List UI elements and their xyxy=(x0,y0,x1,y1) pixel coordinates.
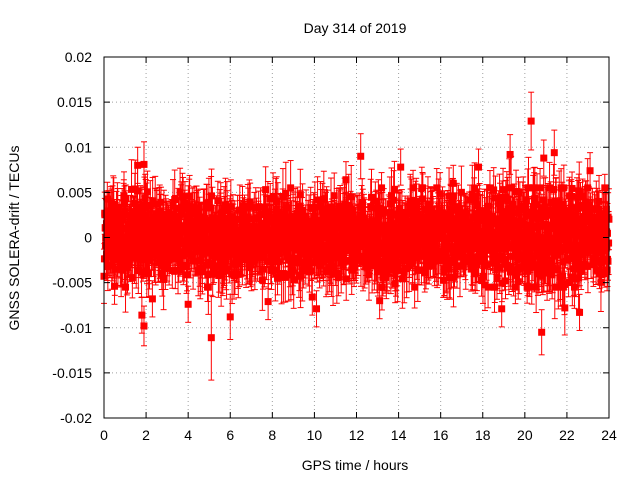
x-tick-label: 10 xyxy=(307,427,323,443)
y-tick-label: 0.005 xyxy=(57,184,92,200)
data-point-notable xyxy=(207,294,215,381)
data-point-notable xyxy=(540,139,548,177)
y-tick-label: 0.01 xyxy=(65,139,92,155)
x-tick-label: 14 xyxy=(391,427,407,443)
y-tick-label: -0.02 xyxy=(60,410,92,426)
x-tick-label: 20 xyxy=(517,427,533,443)
data-point-notable xyxy=(140,141,148,188)
y-tick-label: 0.015 xyxy=(57,94,92,110)
data-point xyxy=(204,259,212,315)
y-tick-label: 0 xyxy=(84,230,92,246)
data-point-notable xyxy=(475,148,483,186)
data-point-notable xyxy=(576,293,584,331)
data-point-notable xyxy=(550,129,558,176)
data-point-notable xyxy=(538,309,546,356)
x-axis-label: GPS time / hours xyxy=(302,457,409,473)
data-point xyxy=(565,267,573,298)
data-points xyxy=(100,91,613,381)
x-tick-label: 12 xyxy=(349,427,365,443)
x-tick-label: 18 xyxy=(475,427,491,443)
y-tick-label: -0.01 xyxy=(60,320,92,336)
y-tick-label: 0.02 xyxy=(65,49,92,65)
x-tick-label: 16 xyxy=(433,427,449,443)
data-point-notable xyxy=(226,293,234,340)
y-tick-label: -0.015 xyxy=(52,365,92,381)
x-tick-label: 0 xyxy=(100,427,108,443)
x-tick-label: 8 xyxy=(268,427,276,443)
x-tick-label: 2 xyxy=(142,427,150,443)
data-point-notable xyxy=(527,91,535,151)
x-tick-label: 24 xyxy=(601,427,617,443)
y-tick-label: -0.005 xyxy=(52,275,92,291)
data-point-notable xyxy=(498,290,506,328)
data-point-notable xyxy=(506,134,514,175)
x-tick-label: 4 xyxy=(184,427,192,443)
data-point-notable xyxy=(184,285,192,323)
data-point-notable xyxy=(397,148,405,186)
x-tick-label: 6 xyxy=(226,427,234,443)
x-tick-label: 22 xyxy=(559,427,575,443)
chart-title: Day 314 of 2019 xyxy=(304,20,407,36)
y-axis-label: GNSS SOLERA-drift / TECUs xyxy=(6,146,22,331)
data-point-notable xyxy=(357,133,365,180)
